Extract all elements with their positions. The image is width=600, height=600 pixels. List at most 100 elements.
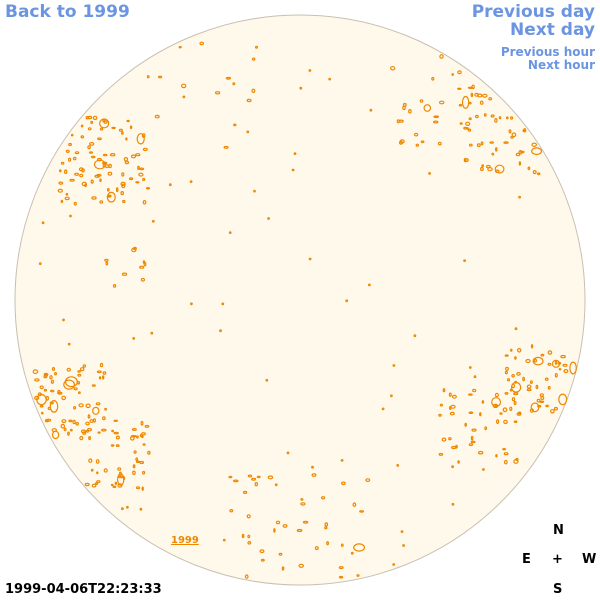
contour-mark <box>459 122 463 125</box>
contour-mark <box>225 76 232 80</box>
contour-mark <box>400 530 404 533</box>
contour-mark <box>286 451 290 455</box>
contour-mark <box>95 459 100 464</box>
contour-mark <box>126 119 130 123</box>
contour-mark <box>275 520 281 525</box>
contour-mark <box>413 132 419 137</box>
contour-mark <box>99 178 102 183</box>
contour-mark <box>62 318 65 322</box>
contour-mark <box>135 486 141 490</box>
contour-mark <box>468 393 473 396</box>
contour-mark <box>439 54 444 59</box>
contour-mark <box>324 522 329 527</box>
contour-mark <box>340 459 344 462</box>
contour-mark <box>140 277 146 282</box>
contour-mark <box>246 514 251 519</box>
contour-mark <box>63 427 67 432</box>
contour-mark <box>468 366 472 369</box>
contour-mark <box>267 217 271 220</box>
contour-mark <box>516 372 521 376</box>
contour-mark <box>98 376 102 380</box>
contour-mark <box>107 171 113 176</box>
previous-hour-link[interactable]: Previous hour <box>500 45 595 59</box>
contour-mark <box>50 389 55 393</box>
next-hour-link[interactable]: Next hour <box>527 58 595 72</box>
contour-mark <box>115 435 120 440</box>
contour-mark <box>67 157 72 162</box>
contour-mark <box>63 379 75 390</box>
contour-mark <box>502 448 507 451</box>
contour-mark <box>73 201 77 206</box>
contour-mark <box>345 299 349 303</box>
contour-mark <box>214 91 221 95</box>
contour-mark <box>67 431 70 436</box>
back-to-year-link[interactable]: Back to 1999 <box>5 2 130 22</box>
contour-mark <box>151 219 155 223</box>
contour-mark <box>514 327 518 331</box>
contour-mark <box>472 388 477 393</box>
contour-mark <box>451 445 457 450</box>
contour-mark <box>533 358 538 363</box>
next-day-link[interactable]: Next day <box>510 20 595 40</box>
contour-mark <box>423 104 432 112</box>
contour-mark <box>471 428 477 432</box>
contour-mark <box>468 411 474 414</box>
contour-mark <box>102 119 106 123</box>
contour-mark <box>178 46 182 49</box>
contour-mark <box>308 257 312 261</box>
contour-mark <box>189 180 193 184</box>
contour-mark <box>515 152 521 157</box>
contour-mark <box>84 482 90 487</box>
contour-mark <box>253 189 256 193</box>
contour-mark <box>68 419 73 423</box>
contour-mark <box>438 100 445 105</box>
contour-mark <box>65 149 70 153</box>
contour-mark <box>135 181 140 184</box>
contour-mark <box>511 397 516 402</box>
contour-mark <box>90 179 94 184</box>
contour-mark <box>85 403 91 409</box>
contour-mark <box>470 440 476 444</box>
contour-mark <box>110 444 115 447</box>
contour-mark <box>142 200 147 205</box>
contour-mark <box>464 422 467 427</box>
contour-mark <box>43 388 48 392</box>
contour-mark <box>350 551 354 555</box>
contour-mark <box>70 133 74 137</box>
contour-mark <box>273 528 276 533</box>
contour-mark <box>120 191 125 196</box>
contour-mark <box>484 426 488 431</box>
contour-mark <box>498 116 502 120</box>
contour-mark <box>478 450 484 455</box>
year-link[interactable]: 1999 <box>171 535 199 546</box>
contour-mark <box>64 196 70 201</box>
contour-mark <box>139 460 145 465</box>
contour-mark <box>182 95 186 99</box>
contour-mark <box>97 431 101 434</box>
contour-mark <box>433 115 440 118</box>
contour-mark <box>122 199 126 204</box>
contour-mark <box>147 450 151 455</box>
contour-mark <box>69 178 75 182</box>
contour-mark <box>49 401 54 405</box>
contour-mark <box>39 385 44 390</box>
contour-mark <box>222 538 226 542</box>
compass-west: W <box>582 552 597 567</box>
contour-mark <box>494 392 499 398</box>
contour-mark <box>104 258 109 262</box>
contour-mark <box>392 364 396 367</box>
contour-mark <box>439 403 443 407</box>
contour-mark <box>85 421 90 426</box>
contour-mark <box>518 195 521 199</box>
contour-mark <box>494 147 498 152</box>
contour-mark <box>473 375 477 379</box>
contour-mark <box>88 436 91 441</box>
contour-mark <box>413 334 417 338</box>
contour-mark <box>102 416 106 421</box>
contour-mark <box>90 155 96 159</box>
contour-mark <box>136 133 145 145</box>
contour-mark <box>451 502 455 506</box>
previous-day-link[interactable]: Previous day <box>471 2 595 22</box>
contour-mark <box>60 161 65 165</box>
contour-mark <box>558 393 568 406</box>
